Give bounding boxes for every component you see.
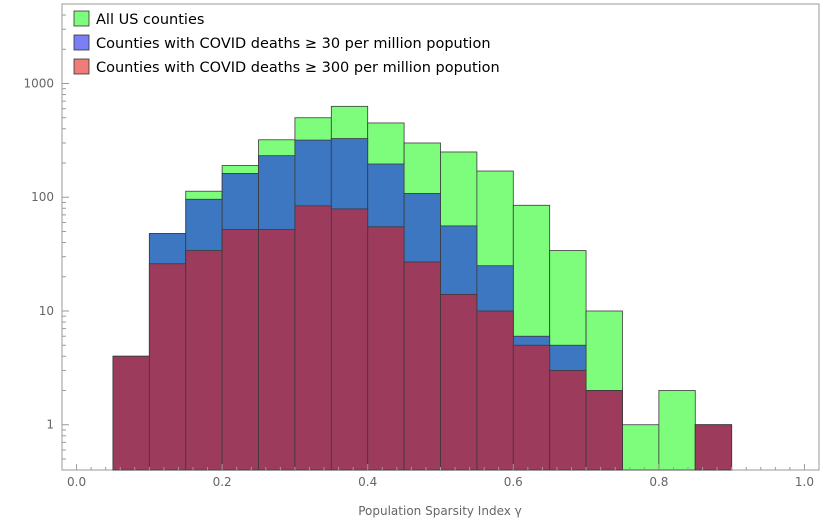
x-tick-label: 0.8 [649, 475, 668, 489]
histogram-bar-series-0-bin-14 [622, 424, 660, 471]
histogram-bar-series-2-bin-3 [221, 229, 259, 471]
histogram-bar-series-2-bin-8 [403, 261, 441, 471]
histogram-bar-series-2-bin-7 [367, 226, 405, 471]
histogram-bar-series-2-bin-13 [585, 390, 623, 471]
y-tick-label: 100 [31, 190, 54, 204]
x-tick-label: 0.4 [358, 475, 377, 489]
legend-label: Counties with COVID deaths ≥ 300 per mil… [96, 60, 500, 76]
y-tick-label: 10 [39, 304, 54, 318]
legend-label: All US counties [96, 12, 204, 28]
histogram-bar-series-2-bin-5 [294, 205, 332, 471]
y-axis: 1 10 100 1000 [23, 3, 69, 471]
y-tick-label: 1000 [23, 77, 54, 91]
histogram-bar-series-2-bin-14 [694, 424, 733, 471]
histogram-bar-series-2-bin-0 [112, 355, 150, 471]
histogram-bar-series-2-bin-10 [476, 310, 514, 471]
legend: All US counties Counties with COVID death… [73, 10, 500, 76]
x-tick-label: 0.0 [67, 475, 86, 489]
histogram-bar-series-2-bin-9 [440, 293, 478, 471]
histogram-bar-series-0-bin-15 [658, 390, 696, 471]
x-tick-label: 0.2 [213, 475, 232, 489]
bars-layer [112, 105, 733, 471]
histogram-bar-series-2-bin-4 [258, 229, 296, 471]
histogram-bar-series-2-bin-1 [148, 263, 187, 471]
legend-swatch [73, 58, 90, 75]
legend-swatch [73, 34, 90, 51]
x-axis: 0.0 0.2 0.4 0.6 0.8 1.0 [67, 464, 814, 489]
x-axis-title: Population Sparsity Index γ [358, 504, 522, 518]
histogram-bar-series-2-bin-2 [185, 250, 223, 471]
legend-swatch [73, 10, 90, 27]
histogram-bar-series-2-bin-6 [330, 208, 369, 471]
x-tick-label: 0.6 [504, 475, 523, 489]
histogram-bar-series-2-bin-12 [549, 370, 587, 471]
histogram-bar-series-2-bin-11 [512, 344, 551, 471]
legend-label: Counties with COVID deaths ≥ 30 per mill… [96, 36, 491, 52]
x-tick-label: 1.0 [795, 475, 814, 489]
y-tick-label: 1 [46, 418, 54, 432]
